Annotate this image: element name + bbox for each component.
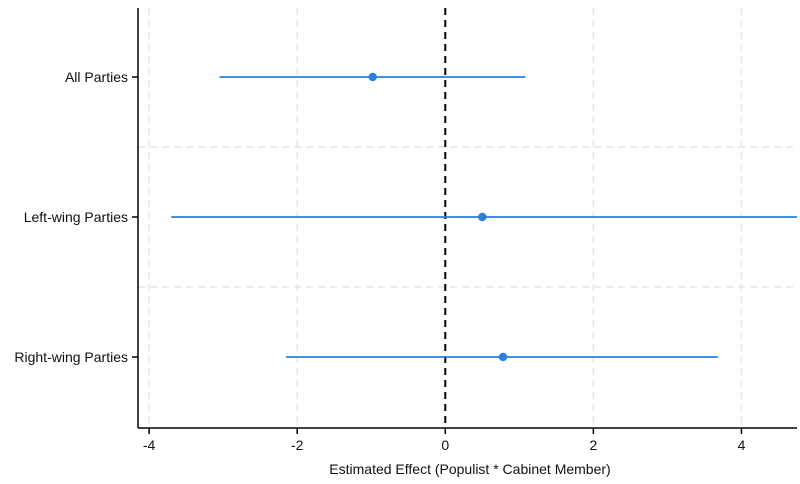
point-estimate-marker xyxy=(498,352,508,362)
series-layer xyxy=(171,72,797,362)
x-tick-label: -4 xyxy=(143,437,156,453)
y-category-label: All Parties xyxy=(65,69,128,85)
grid-layer xyxy=(138,8,797,428)
point-estimate-marker xyxy=(368,72,377,82)
x-tick-label: 4 xyxy=(738,437,746,453)
y-category-label: Right-wing Parties xyxy=(14,349,128,365)
x-tick-label: 0 xyxy=(441,437,449,453)
y-category-label: Left-wing Parties xyxy=(24,209,128,225)
point-estimate-marker xyxy=(478,212,487,222)
x-tick-label: -2 xyxy=(291,437,304,453)
axis-layer: -4 -2 0 2 4 All Parties Left-wing Parties Right… xyxy=(14,8,797,453)
x-tick-label: 2 xyxy=(589,437,597,453)
x-axis-title: Estimated Effect (Populist * Cabinet Mem… xyxy=(329,461,610,477)
